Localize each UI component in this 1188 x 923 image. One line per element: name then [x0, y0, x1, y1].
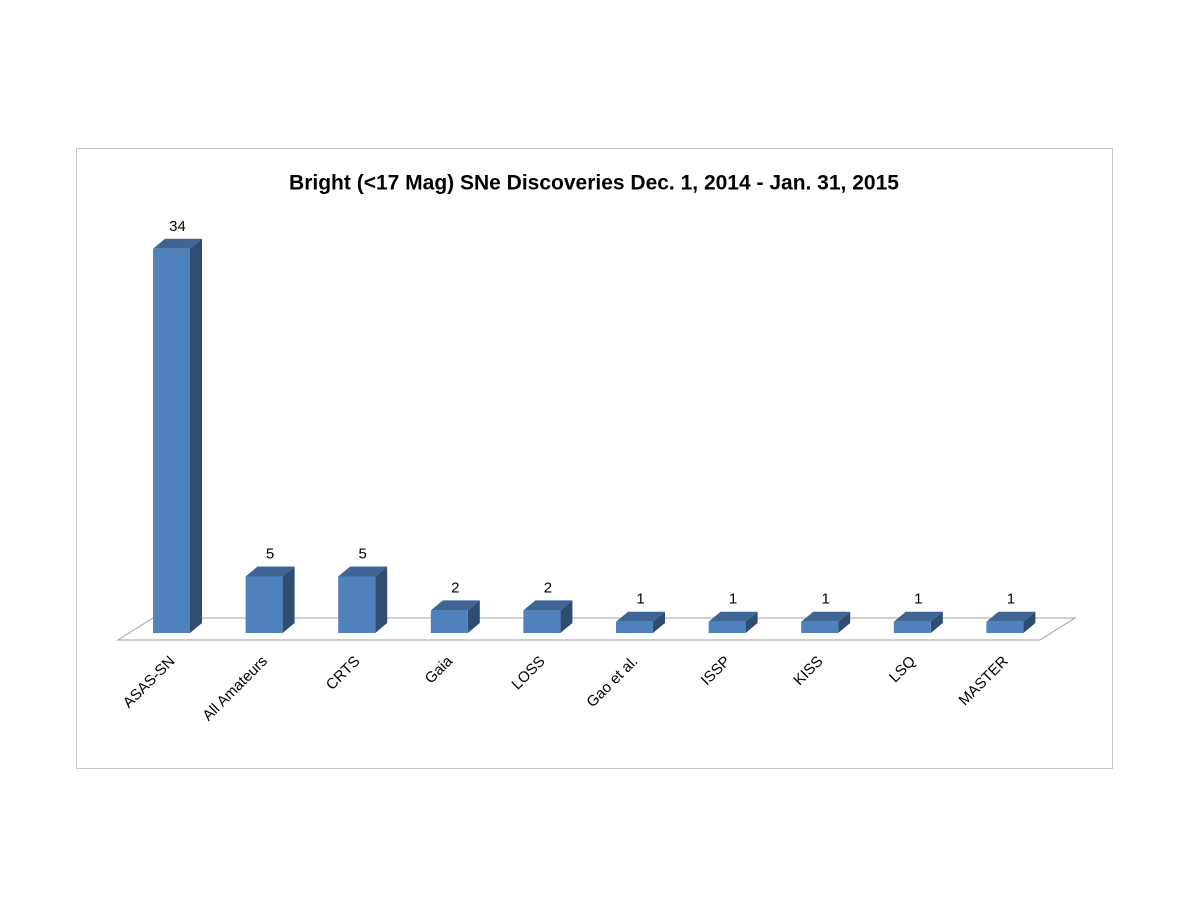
bar-top: [986, 611, 1036, 622]
chart-title: Bright (<17 Mag) SNe Discoveries Dec. 1,…: [289, 172, 899, 195]
bar: [708, 611, 758, 633]
bar-top: [430, 600, 480, 611]
data-label: 5: [266, 546, 274, 563]
bar-front: [801, 621, 839, 633]
data-label: 1: [914, 591, 922, 608]
bar-front: [153, 248, 190, 634]
bar-side: [375, 566, 388, 633]
bar-side: [745, 611, 758, 633]
bar-side: [653, 611, 665, 633]
bar-side: [467, 600, 480, 633]
data-label: 34: [169, 218, 186, 235]
bar-front: [986, 621, 1024, 633]
bar-side: [282, 566, 295, 633]
bar: [245, 566, 295, 633]
data-label: 2: [544, 579, 552, 596]
floor: [116, 617, 1077, 641]
bar: [338, 566, 388, 633]
bar-top: [245, 566, 295, 577]
data-label: 1: [1007, 591, 1015, 608]
bar-side: [838, 611, 851, 633]
bar: [616, 611, 665, 633]
chart-frame: [76, 148, 1113, 769]
bar: [801, 611, 851, 633]
bar: [153, 238, 202, 634]
data-label: 1: [822, 591, 830, 608]
bar-front: [893, 621, 931, 633]
bar-top: [708, 611, 758, 622]
data-label: 1: [729, 591, 737, 608]
bar-top: [153, 238, 202, 249]
bar-top: [523, 600, 573, 611]
data-label: 5: [359, 546, 367, 563]
bar: [430, 600, 480, 633]
bar-side: [190, 238, 202, 634]
bar-front: [708, 621, 746, 633]
bar: [523, 600, 573, 633]
bar-front: [245, 576, 283, 633]
data-label: 2: [451, 579, 459, 596]
bar-side: [930, 611, 943, 633]
bar-front: [523, 610, 561, 633]
bar-side: [560, 600, 573, 633]
bar-top: [893, 611, 943, 622]
bar: [893, 611, 943, 633]
bar: [986, 611, 1036, 633]
data-label: 1: [636, 591, 644, 608]
bar-front: [430, 610, 468, 633]
bar-top: [338, 566, 388, 577]
bar-front: [338, 576, 376, 633]
bar-side: [1023, 611, 1036, 633]
bar-top: [616, 611, 665, 622]
bar-front: [616, 621, 653, 633]
bar-top: [801, 611, 851, 622]
